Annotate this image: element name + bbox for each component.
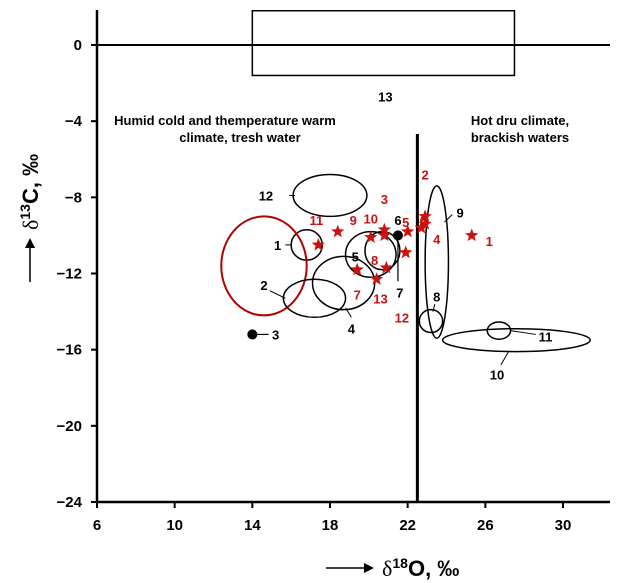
- ellipse-label-8: 8: [433, 289, 440, 304]
- ellipse-label-5: 5: [352, 249, 359, 264]
- red-star-4: [414, 220, 428, 234]
- red-star-label-2: 2: [422, 167, 429, 182]
- y-tick-label: 0: [74, 37, 82, 54]
- red-star-5: [401, 224, 415, 238]
- y-tick-label: −16: [57, 342, 82, 359]
- ellipse-label-9: 9: [456, 206, 463, 221]
- red-star-11: [311, 237, 326, 251]
- x-tick-label: 6: [93, 517, 101, 534]
- red-star-6: [418, 216, 432, 230]
- black-point-label-3: 3: [272, 327, 279, 342]
- annotation-humid-line2: climate, tresh water: [179, 130, 300, 145]
- annotation-humid-line1: Humid cold and themperature warm: [114, 113, 336, 128]
- ellipse-field-10: [441, 327, 591, 353]
- red-star-label-9: 9: [350, 213, 357, 228]
- red-star-2: [418, 209, 432, 223]
- ellipse-field-8: [418, 308, 444, 334]
- x-tick-label: 14: [244, 517, 261, 534]
- ellipse-field-9: [424, 185, 450, 339]
- label-leader-1: [269, 290, 286, 299]
- red-star-13: [369, 272, 384, 285]
- red-star-label-6: 6: [420, 213, 427, 228]
- ellipse-field-4: [311, 255, 376, 311]
- label-leader-3: [345, 307, 352, 318]
- red-star-label-10: 10: [364, 211, 378, 226]
- y-tick-label: −4: [65, 113, 83, 130]
- red-star-label-12: 12: [395, 310, 409, 325]
- x-tick-label: 30: [555, 517, 572, 534]
- red-star-label-3: 3: [381, 192, 388, 207]
- red-star-12: [399, 245, 413, 259]
- label-leader-6: [510, 330, 536, 335]
- red-star-10: [364, 230, 378, 243]
- ellipse-field-2: [220, 215, 308, 317]
- ellipse-label-10: 10: [490, 367, 504, 382]
- ellipse-field-extra-2: [282, 278, 347, 319]
- red-star-9: [331, 224, 345, 238]
- ellipse-field-12: [292, 173, 368, 218]
- svg-text:δ13C, ‰: δ13C, ‰: [17, 154, 43, 230]
- black-point-3: [247, 329, 258, 340]
- y-tick-label: −12: [57, 266, 82, 283]
- x-tick-label: 22: [399, 517, 416, 534]
- red-star-label-11: 11: [310, 213, 324, 228]
- ellipse-field-11: [486, 321, 512, 340]
- y-axis-arrowhead-icon: [25, 238, 35, 248]
- red-star-label-1: 1: [486, 234, 493, 249]
- x-axis-title: δ18O, ‰: [326, 555, 459, 581]
- y-tick-label: −20: [57, 418, 82, 435]
- x-tick-label: 18: [322, 517, 339, 534]
- red-star-label-8: 8: [371, 253, 378, 268]
- x-axis-arrowhead-icon: [364, 563, 374, 573]
- field-13-rect: [251, 10, 516, 77]
- red-star-label-7: 7: [354, 287, 361, 302]
- black-point-6: [392, 230, 403, 241]
- x-tick-label: 10: [166, 517, 183, 534]
- svg-text:δ18O, ‰: δ18O, ‰: [382, 555, 459, 581]
- annotation-hot-line2: brackish waters: [471, 130, 569, 145]
- red-star-7: [350, 262, 364, 276]
- y-tick-label: −24: [57, 494, 83, 511]
- ellipse-label-12: 12: [259, 188, 273, 203]
- red-star-1: [465, 228, 479, 242]
- red-star-label-13: 13: [373, 291, 387, 306]
- red-star-label-4: 4: [433, 232, 441, 247]
- annotation-hot-line1: Hot dru climate,: [471, 113, 569, 128]
- field-13-label: 13: [378, 89, 392, 104]
- black-point-label-7: 7: [396, 286, 403, 301]
- label-leader-4: [444, 214, 453, 223]
- label-leader-7: [500, 351, 510, 366]
- y-tick-label: −8: [65, 189, 82, 206]
- label-leader-5: [432, 303, 436, 312]
- red-star-extra-13: [377, 228, 392, 242]
- black-point-label-6: 6: [394, 213, 401, 228]
- ellipse-label-4: 4: [348, 322, 356, 337]
- ellipse-label-11: 11: [539, 329, 553, 344]
- x-tick-label: 26: [477, 517, 494, 534]
- red-star-8: [379, 260, 393, 274]
- ellipse-label-1: 1: [274, 238, 281, 253]
- ellipse-label-2: 2: [260, 278, 267, 293]
- y-axis-title: δ13C, ‰: [17, 154, 43, 282]
- red-star-label-5: 5: [402, 215, 409, 230]
